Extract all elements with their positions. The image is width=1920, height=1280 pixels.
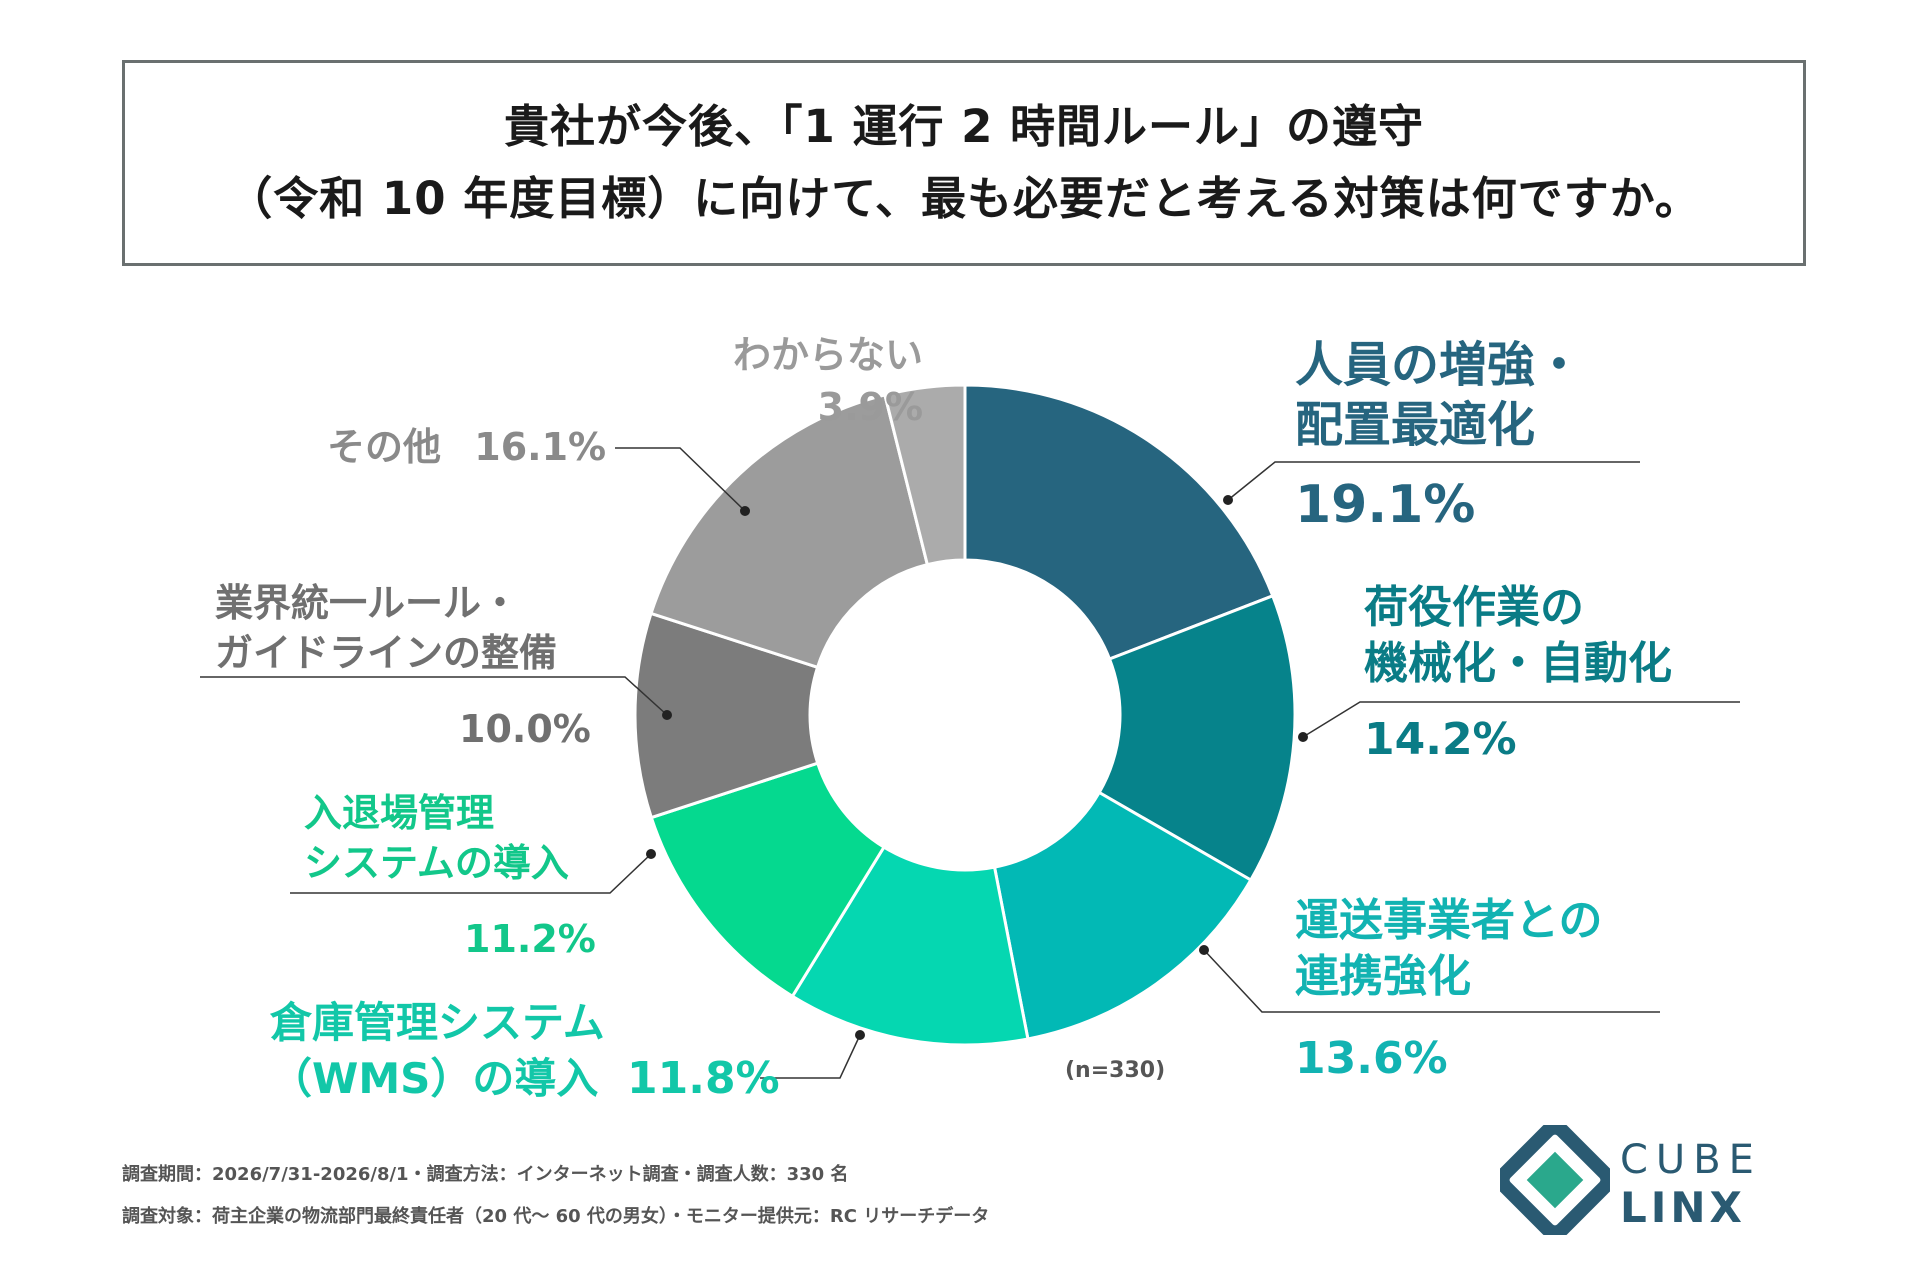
title-box: 貴社が今後、「1 運行 2 時間ルール」の遵守 （令和 10 年度目標）に向けて… xyxy=(122,60,1806,266)
leader-dot xyxy=(855,1030,865,1040)
footer-survey-target: 調査対象：荷主企業の物流部門最終責任者（20 代〜 60 代の男女）・モニター提… xyxy=(122,1206,990,1227)
leader-dot xyxy=(662,710,672,720)
label-name-line: わからない xyxy=(733,333,924,377)
leader-dot xyxy=(646,849,656,859)
label-name-line: システムの導入 xyxy=(304,841,569,885)
logo-text-cube: CUBE xyxy=(1620,1137,1762,1183)
slice-cargo xyxy=(1097,593,1297,883)
slice-unknown xyxy=(883,383,967,567)
label-name-line: （WMS）の導入 11.8% xyxy=(270,1051,780,1107)
label-wms: 倉庫管理システム （WMS）の導入 11.8% xyxy=(270,995,780,1107)
leader-line xyxy=(760,1034,861,1079)
label-value: 10.0% xyxy=(459,707,591,751)
label-value: 13.6% xyxy=(1295,1033,1448,1084)
label-value: 14.2% xyxy=(1364,714,1517,765)
cube-linx-logo: CUBE LINX xyxy=(1495,1120,1820,1240)
sample-size-note: (n=330) xyxy=(1065,1058,1166,1083)
title-line-1: 貴社が今後、「1 運行 2 時間ルール」の遵守 xyxy=(503,100,1425,153)
label-name-line: 荷役作業の xyxy=(1364,582,1584,633)
leader-line xyxy=(1203,949,1660,1013)
slice-staff xyxy=(963,383,1275,661)
label-name-line: 倉庫管理システム xyxy=(270,998,605,1047)
slice-carrier xyxy=(992,790,1253,1041)
label-name-line: ガイドラインの整備 xyxy=(215,631,558,675)
label-name-line: 人員の増強・ xyxy=(1295,337,1584,393)
label-staff-reinforcement: 人員の増強・ 配置最適化 19.1% xyxy=(1295,335,1583,535)
footer-survey-period: 調査期間：2026/7/31-2026/8/1・調査方法：インターネット調査・調… xyxy=(122,1164,849,1185)
leader-dot xyxy=(1298,732,1308,742)
label-value: 11.2% xyxy=(464,917,596,961)
label-cargo-automation: 荷役作業の 機械化・自動化 14.2% xyxy=(1364,580,1672,768)
label-name-line: 配置最適化 xyxy=(1295,397,1536,453)
label-entry-management: 入退場管理 システムの導入 11.2% xyxy=(304,788,596,964)
label-name-line-2: （WMS）の導入 xyxy=(270,1054,599,1103)
leader-line xyxy=(615,447,746,512)
label-carrier-cooperation: 運送事業者との 連携強化 13.6% xyxy=(1295,893,1603,1087)
label-name-line: 入退場管理 xyxy=(304,791,495,835)
leader-dot xyxy=(740,506,750,516)
slice-wms xyxy=(790,845,1030,1047)
logo-text-linx: LINX xyxy=(1620,1183,1746,1232)
slice-entry xyxy=(649,761,887,999)
slice-other xyxy=(649,393,930,670)
leader-line xyxy=(1302,701,1740,738)
label-value: 19.1% xyxy=(1295,475,1476,535)
leader-line xyxy=(290,853,652,894)
leader-line xyxy=(1227,461,1640,501)
logo-mark-icon xyxy=(1495,1120,1615,1240)
label-name-line: 機械化・自動化 xyxy=(1364,638,1672,689)
label-dont-know: わからない 3.9% xyxy=(733,330,923,432)
label-name-line: 連携強化 xyxy=(1295,951,1471,1002)
label-name-line: 業界統一ルール・ xyxy=(215,581,520,625)
label-name-line: その他 xyxy=(327,425,442,469)
label-value: 3.9% xyxy=(817,385,924,429)
label-name-line: 運送事業者との xyxy=(1295,895,1603,946)
leader-line xyxy=(200,676,668,716)
label-other: その他 16.1% xyxy=(327,422,606,472)
title-line-2: （令和 10 年度目標）に向けて、最も必要だと考える対策は何ですか。 xyxy=(227,172,1701,225)
label-value: 16.1% xyxy=(474,425,607,469)
label-industry-rules: 業界統一ルール・ ガイドラインの整備 10.0% xyxy=(215,578,591,754)
label-value: 11.8% xyxy=(627,1053,780,1104)
leader-dot xyxy=(1223,495,1233,505)
leader-dot xyxy=(1199,945,1209,955)
